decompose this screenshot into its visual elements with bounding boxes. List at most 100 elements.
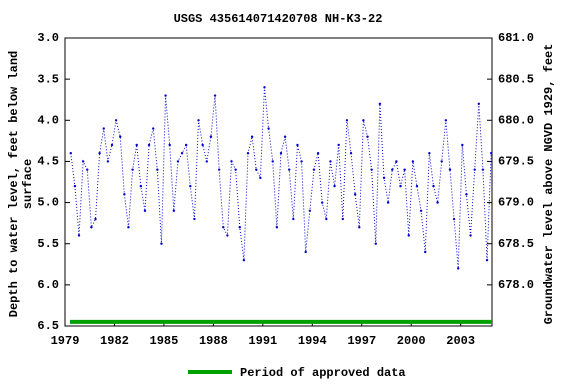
y2-tick-label: 681.0 [498, 31, 534, 45]
data-point [461, 143, 464, 147]
x-tick-label: 1988 [199, 334, 228, 348]
data-point [399, 184, 402, 188]
data-point [489, 152, 493, 155]
data-point [267, 127, 270, 130]
data-point [90, 226, 93, 229]
data-point [255, 168, 258, 171]
y2-tick-label: 680.5 [498, 72, 534, 86]
y-tick-label: 5.0 [37, 196, 59, 210]
x-tick-label: 1991 [248, 334, 277, 348]
data-point [81, 160, 85, 163]
y2-tick-label: 678.0 [498, 278, 534, 292]
data-point [316, 152, 320, 155]
data-point [320, 201, 324, 204]
data-point [345, 119, 349, 122]
data-point [152, 127, 155, 130]
data-point [407, 234, 410, 237]
y2-tick-label: 679.0 [498, 196, 534, 210]
data-point [283, 135, 287, 138]
x-tick-label: 1985 [150, 334, 179, 348]
data-point [238, 226, 241, 229]
data-point [473, 168, 476, 171]
data-point [370, 168, 373, 171]
data-point [135, 143, 138, 147]
x-tick-label: 2003 [446, 334, 475, 348]
data-point [193, 217, 196, 221]
data-point [250, 135, 254, 138]
data-point [465, 193, 468, 196]
y-tick-label: 3.0 [37, 31, 59, 45]
data-point [127, 226, 130, 229]
data-point [69, 152, 72, 155]
data-point [242, 258, 246, 262]
y-tick-label: 6.5 [37, 319, 59, 333]
data-point [143, 209, 147, 212]
data-point [333, 184, 336, 188]
y2-tick-label: 679.5 [498, 155, 534, 169]
data-point [94, 217, 97, 221]
data-point [77, 234, 81, 237]
data-point [160, 242, 163, 245]
data-point [308, 209, 312, 212]
data-point [292, 217, 295, 221]
data-point [156, 168, 159, 171]
data-point [353, 193, 357, 196]
data-point [259, 176, 262, 180]
data-point [391, 168, 394, 171]
series-line [70, 87, 492, 269]
y-tick-label: 3.5 [37, 72, 59, 86]
data-point [73, 184, 77, 188]
data-point [123, 193, 126, 196]
data-point [403, 168, 406, 171]
x-tick-label: 1997 [347, 334, 376, 348]
chart-title: USGS 435614071420708 NH-K3-22 [174, 12, 383, 26]
data-point [110, 143, 114, 147]
data-point [341, 217, 344, 221]
data-point [102, 127, 105, 130]
data-point [271, 160, 274, 163]
data-point [106, 160, 110, 163]
data-point [452, 217, 456, 221]
data-point [329, 160, 332, 163]
y-tick-label: 6.0 [37, 278, 59, 292]
data-point [411, 160, 415, 163]
data-point [176, 160, 180, 163]
data-point [386, 201, 390, 204]
data-point [428, 152, 431, 155]
data-point [436, 201, 439, 204]
data-point [382, 176, 386, 180]
x-tick-label: 1994 [298, 334, 327, 348]
data-point [234, 168, 237, 171]
data-point [217, 168, 221, 171]
data-point [279, 152, 283, 155]
data-point [419, 209, 423, 212]
data-point [164, 94, 167, 97]
data-point [378, 102, 382, 106]
data-point [395, 160, 398, 163]
data-point [205, 160, 208, 163]
x-tick-label: 2000 [397, 334, 426, 348]
data-point [424, 250, 427, 254]
data-point [246, 152, 250, 155]
data-point [362, 119, 365, 122]
data-point [114, 119, 118, 122]
data-point [172, 209, 176, 212]
data-point [147, 143, 151, 147]
data-point [222, 226, 225, 229]
y2-tick-label: 678.5 [498, 237, 534, 251]
data-point [197, 119, 200, 122]
data-point [168, 143, 171, 147]
data-point [477, 102, 481, 106]
x-tick-label: 1982 [100, 334, 129, 348]
data-point [213, 94, 217, 97]
data-point [485, 258, 489, 262]
data-point [209, 135, 213, 138]
legend-label: Period of approved data [240, 366, 406, 380]
data-point [349, 152, 353, 155]
data-point [469, 234, 472, 237]
data-point [288, 168, 291, 171]
data-point [432, 184, 435, 188]
y2-tick-label: 680.0 [498, 113, 534, 127]
data-point [415, 184, 419, 188]
